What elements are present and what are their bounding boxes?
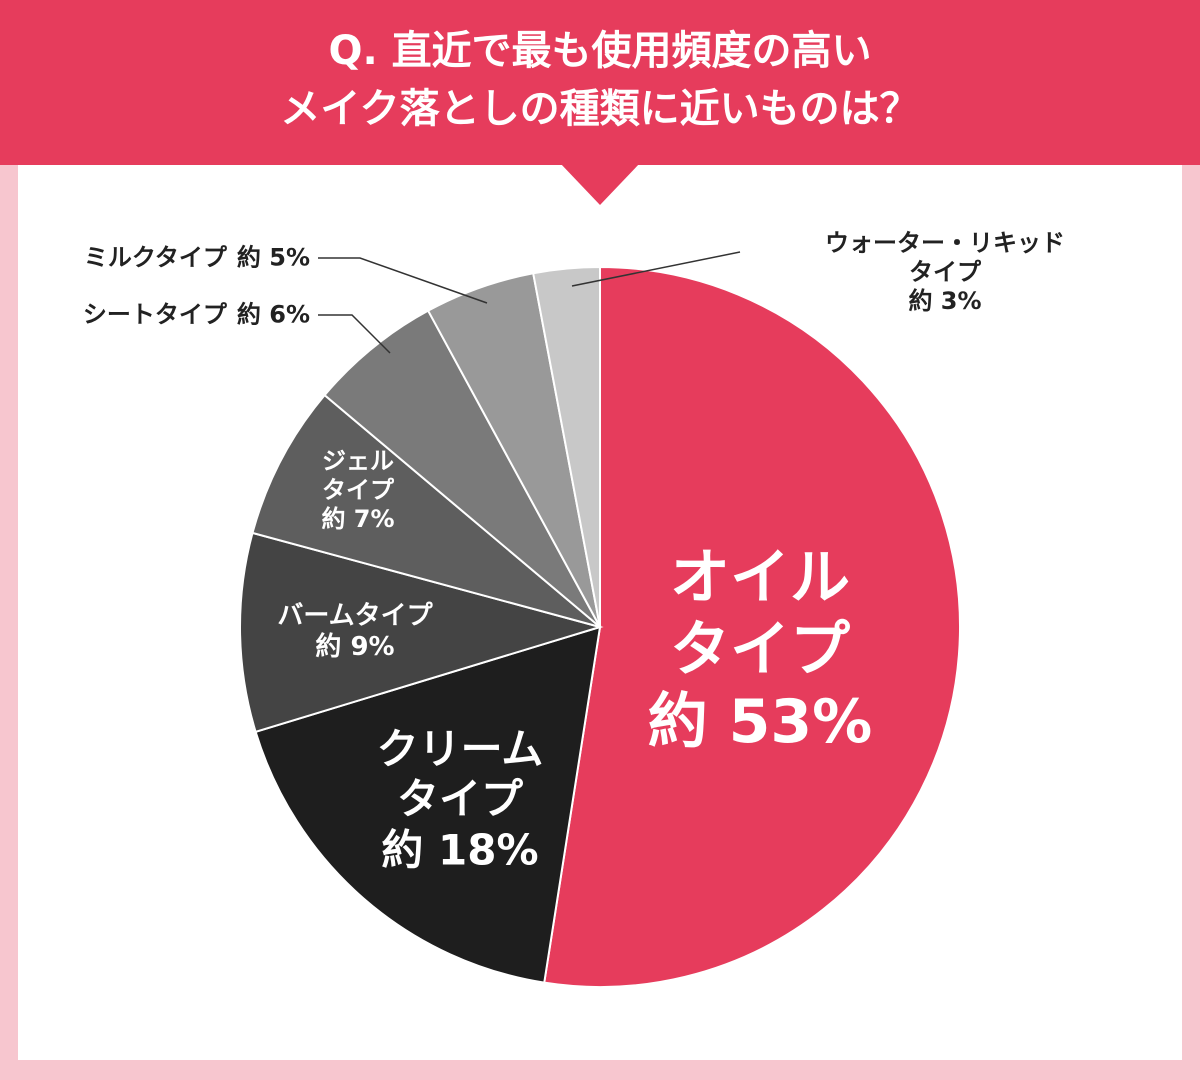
pie-slice — [239, 531, 604, 734]
pie-slice — [251, 393, 601, 628]
value-label: 約 18% — [381, 825, 539, 875]
value-label: 約 9% — [315, 632, 395, 662]
category-label: バームタイプ — [277, 600, 433, 631]
category-label: オイル タイプ — [669, 543, 850, 685]
leader-line — [571, 251, 741, 287]
pie-slice — [543, 265, 961, 988]
pointer — [560, 163, 640, 205]
category-label: クリーム タイプ — [376, 724, 544, 824]
category-label: ミルクタイプ — [83, 243, 227, 272]
value-label: 約 7% — [321, 504, 395, 533]
value-label: 約 5% — [236, 243, 310, 272]
slice-label: ウォーター・リキッドタイプ約 3% — [818, 229, 1073, 315]
value-label: 約 6% — [236, 300, 310, 329]
value-label: 約 53% — [647, 687, 873, 757]
slice-label: ジェル タイプ約 7% — [321, 447, 394, 533]
slice-label: オイル タイプ約 53% — [648, 542, 873, 758]
category-label: ウォーター・リキッドタイプ — [825, 228, 1065, 286]
pie-slice — [532, 265, 601, 628]
slice-label: シートタイプ約 6% — [83, 301, 310, 330]
pie-slice — [323, 309, 601, 628]
value-label: 約 3% — [908, 286, 982, 315]
leader-line — [318, 257, 488, 304]
chart-title: Q. 直近で最も使用頻度の高い メイク落としの種類に近いものは？ — [280, 28, 920, 132]
leader-line — [318, 314, 391, 354]
slice-label: クリーム タイプ約 18% — [377, 724, 544, 875]
pie-slice — [254, 625, 602, 984]
header — [0, 0, 1200, 165]
category-label: ジェル タイプ — [321, 446, 394, 504]
category-label: シートタイプ — [82, 300, 227, 329]
slice-label: バームタイプ約 9% — [277, 601, 432, 663]
slice-label: ミルクタイプ約 5% — [84, 244, 310, 273]
